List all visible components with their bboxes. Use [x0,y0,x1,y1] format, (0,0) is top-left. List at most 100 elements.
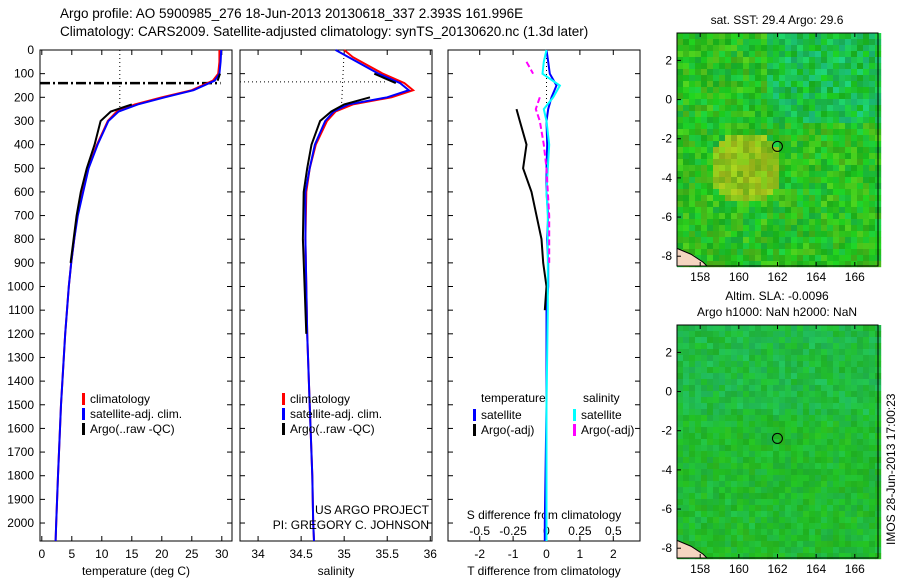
map-cell [719,243,726,250]
map-cell [803,469,810,476]
map-cell [797,337,804,344]
map-cell [677,343,684,350]
map-cell [761,493,768,500]
map-cell [839,511,846,518]
map-cell [767,499,774,506]
map-cell [743,87,750,94]
map-cell [755,337,762,344]
map-cell [815,177,822,184]
map-cell [833,159,840,166]
map-cell [689,69,696,76]
map-cell [737,433,744,440]
x-tick-label: 36 [424,547,438,561]
map-cell [869,75,876,82]
map-cell [719,129,726,136]
map-cell [749,177,756,184]
map-cell [701,123,708,130]
map-cell [695,153,702,160]
map-cell [863,421,870,428]
map-cell [713,165,720,172]
map-cell [731,183,738,190]
map-cell [701,361,708,368]
map-cell [761,207,768,214]
map-cell [707,535,714,542]
map-cell [695,421,702,428]
map-cell [779,493,786,500]
map-cell [827,135,834,142]
map-cell [731,391,738,398]
map-cell [719,433,726,440]
map-cell [719,117,726,124]
map-cell [701,255,708,262]
map-cell [737,63,744,70]
map-cell [785,93,792,100]
map-cell [869,409,876,416]
map-cell [827,421,834,428]
map-cell [803,343,810,350]
map-cell [737,331,744,338]
map-cell [755,69,762,76]
map-cell [719,51,726,58]
map-cell [701,505,708,512]
map-cell [683,511,690,518]
map-cell [713,361,720,368]
map-cell [695,493,702,500]
map-cell [689,541,696,548]
map-cell [809,81,816,88]
map-cell [785,511,792,518]
map-cell [677,171,684,178]
map-cell [779,39,786,46]
map-cell [767,529,774,536]
legend-label: satellite [481,408,522,422]
map-cell [755,237,762,244]
map-cell [689,469,696,476]
map-cell [785,237,792,244]
map-cell [845,355,852,362]
map-cell [749,141,756,148]
map-cell [797,427,804,434]
map-cell [803,63,810,70]
lat-tick-label: -6 [661,502,672,516]
map-cell [785,373,792,380]
map-cell [689,421,696,428]
map-cell [725,403,732,410]
map-cell [743,249,750,256]
map-cell [797,397,804,404]
map-cell [695,523,702,530]
map-cell [701,171,708,178]
map-cell [869,517,876,524]
map-cell [827,505,834,512]
map-cell [725,225,732,232]
map-cell [725,231,732,238]
map-cell [863,487,870,494]
map-cell [803,189,810,196]
map-cell [713,469,720,476]
map-cell [833,237,840,244]
map-cell [701,57,708,64]
map-cell [713,129,720,136]
map-cell [857,189,864,196]
map-cell [725,373,732,380]
map-cell [743,177,750,184]
map-cell [689,111,696,118]
map-cell [707,99,714,106]
map-cell [755,541,762,548]
map-cell [815,93,822,100]
map-cell [833,373,840,380]
map-cell [773,367,780,374]
map-cell [761,255,768,262]
map-cell [797,57,804,64]
map-cell [743,153,750,160]
map-cell [731,171,738,178]
map-cell [845,231,852,238]
map-cell [863,195,870,202]
y-tick-label: 500 [14,161,34,175]
map-cell [743,123,750,130]
map-cell [689,75,696,82]
map-cell [695,481,702,488]
map-cell [851,87,858,94]
map-cell [827,117,834,124]
map-cell [773,325,780,332]
map-cell [725,457,732,464]
map-cell [803,87,810,94]
